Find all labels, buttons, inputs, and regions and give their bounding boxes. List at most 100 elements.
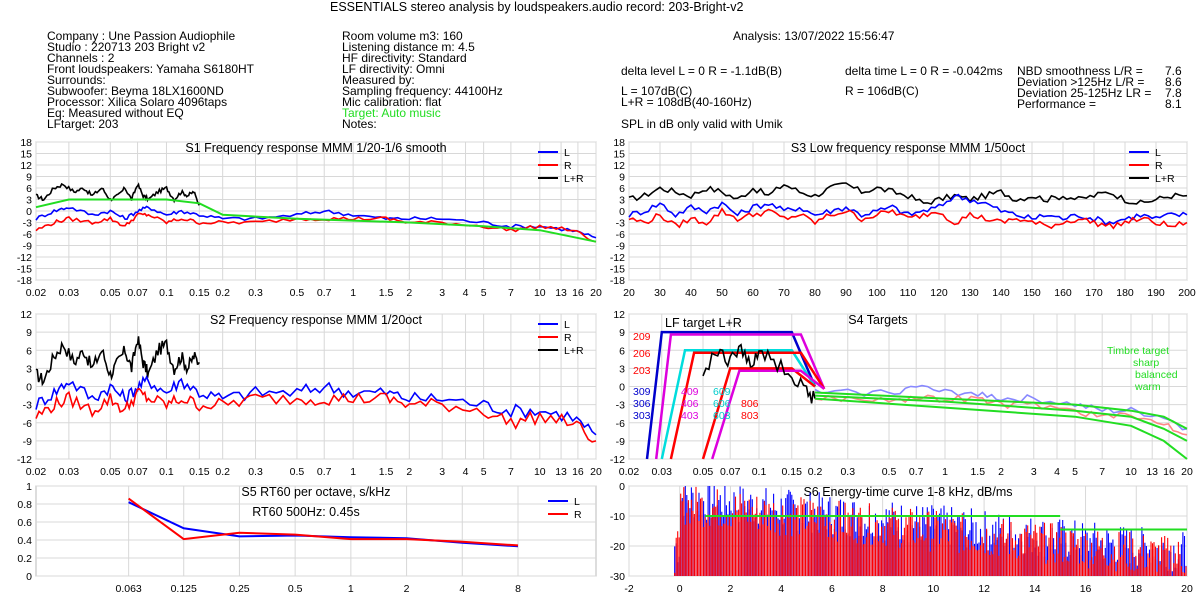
s4-xtick-19: 16 xyxy=(1163,466,1175,478)
s1-xtick-9: 0.7 xyxy=(317,287,332,299)
s3-ytick-3: 9 xyxy=(619,172,625,184)
s2-xtick-4: 0.1 xyxy=(159,466,174,478)
spl-l: L = 107dB(C) xyxy=(621,84,693,98)
s3-ytick-4: 6 xyxy=(619,183,625,195)
s1-xtick-10: 1 xyxy=(350,287,356,299)
s5-xtick-0: 0.063 xyxy=(115,583,141,595)
s4-ytick-2: 6 xyxy=(619,345,625,357)
nbd-value: 7.6 xyxy=(1165,64,1182,78)
s3-ytick-8: -6 xyxy=(616,229,625,241)
s2-xtick-15: 5 xyxy=(481,466,487,478)
s6-ytick-0: 0 xyxy=(619,481,625,493)
s1-xtick-18: 13 xyxy=(555,287,567,299)
s4-ytick-5: -3 xyxy=(616,400,625,412)
s4-target-3-b xyxy=(711,369,825,460)
info-mid-line-2: HF directivity: Standard xyxy=(342,51,467,65)
s4-xtick-9: 0.7 xyxy=(909,466,924,478)
s6-title: S6 Energy-time curve 1-8 kHz, dB/ms xyxy=(803,485,1012,499)
s2-legend-label-0: L xyxy=(564,319,570,331)
s3-xtick-18: 200 xyxy=(1178,287,1196,299)
s2-xtick-8: 0.5 xyxy=(290,466,305,478)
info-left-line-0: Company : Une Passion Audiophile xyxy=(47,29,236,43)
info-left-line-8: LFtarget: 203 xyxy=(47,117,119,131)
s6-xtick-10: 18 xyxy=(1130,583,1142,595)
s3-legend-label-1: R xyxy=(1155,160,1163,172)
s4-xtick-4: 0.1 xyxy=(752,466,767,478)
s4-ytick-6: -6 xyxy=(616,418,625,430)
s2-ytick-4: 0 xyxy=(26,382,32,394)
s4-xtick-7: 0.3 xyxy=(840,466,855,478)
info-left-line-6: Processor: Xilica Solaro 4096taps xyxy=(47,95,228,109)
spl-r: R = 106dB(C) xyxy=(845,84,919,98)
s4-code-806: 806 xyxy=(741,398,759,410)
s1-ytick-10: -12 xyxy=(17,252,32,264)
s4-code-606: 606 xyxy=(713,398,731,410)
s1-legend-label-0: L xyxy=(564,147,570,159)
s3-ytick-12: -18 xyxy=(610,275,625,287)
s1-series-lplusr xyxy=(35,182,200,206)
s6-xtick-7: 12 xyxy=(978,583,990,595)
delta-level: delta level L = 0 R = -1.1dB(B) xyxy=(621,64,782,78)
info-left-line-7: Eq: Measured without EQ xyxy=(47,106,184,120)
s5-legend-label-1: R xyxy=(574,509,582,521)
s4-timbre-warm xyxy=(814,397,1188,460)
s4-xtick-11: 1.5 xyxy=(970,466,985,478)
analysis-date: Analysis: 13/07/2022 15:56:47 xyxy=(733,29,895,43)
s4-xtick-13: 3 xyxy=(1031,466,1037,478)
s6-ytick-1: -10 xyxy=(610,511,625,523)
s2-legend-label-2: L+R xyxy=(564,345,584,357)
info-left-line-2: Channels : 2 xyxy=(47,51,115,65)
s6-ytick-3: -30 xyxy=(610,571,625,583)
s3-xtick-5: 70 xyxy=(778,287,790,299)
s1-xtick-8: 0.5 xyxy=(290,287,305,299)
s3-xtick-15: 170 xyxy=(1085,287,1103,299)
s4-xtick-17: 10 xyxy=(1125,466,1137,478)
info-mid-line-4: Measured by: xyxy=(342,73,415,87)
s1-xtick-6: 0.2 xyxy=(215,287,230,299)
s3-ytick-1: 15 xyxy=(613,149,625,161)
s4-code-609: 609 xyxy=(713,386,731,398)
s4-target-6-b xyxy=(669,351,826,460)
s2-xtick-20: 20 xyxy=(590,466,602,478)
s3-title: S3 Low frequency response MMM 1/50oct xyxy=(791,141,1026,155)
s1-ytick-6: 0 xyxy=(26,206,32,218)
info-mid: Room volume m3: 160 Listening distance m:… xyxy=(342,30,503,130)
s2-ytick-3: 3 xyxy=(26,363,32,375)
dev125-label: Deviation >125Hz L/R = xyxy=(1017,75,1145,89)
s1-xtick-5: 0.15 xyxy=(189,287,210,299)
s5-title: S5 RT60 per octave, s/kHz xyxy=(241,485,390,499)
s1-ytick-4: 6 xyxy=(26,183,32,195)
s4-code-406: 406 xyxy=(681,398,699,410)
s2-ytick-7: -9 xyxy=(23,436,32,448)
s4-timbre-label-2: balanced xyxy=(1135,369,1178,381)
s1-xtick-12: 2 xyxy=(406,287,412,299)
s2-ytick-8: -12 xyxy=(17,454,32,466)
s2-xtick-3: 0.07 xyxy=(127,466,148,478)
s2-xtick-13: 3 xyxy=(439,466,445,478)
s3-series-lplusr xyxy=(628,182,1188,205)
s3-xtick-6: 80 xyxy=(809,287,821,299)
s1-xtick-17: 10 xyxy=(534,287,546,299)
s2-series-r xyxy=(35,388,597,443)
s4-target-9-a xyxy=(645,330,817,460)
s1-xtick-2: 0.05 xyxy=(100,287,121,299)
info-left-line-5: Subwoofer: Beyma 18LX1600ND xyxy=(47,84,224,98)
s2-xtick-17: 10 xyxy=(534,466,546,478)
s4-code-306: 306 xyxy=(633,398,651,410)
s4-ytick-1: 9 xyxy=(619,327,625,339)
s1-series-l xyxy=(35,205,597,239)
s2-xtick-19: 16 xyxy=(572,466,584,478)
s4-code-803: 803 xyxy=(741,410,759,422)
s1-xtick-19: 16 xyxy=(572,287,584,299)
s5-xtick-7: 8 xyxy=(515,583,521,595)
info-mid-line-6: Mic calibration: flat xyxy=(342,95,442,109)
s3-ytick-0: 18 xyxy=(613,137,625,149)
s4-target-9-b xyxy=(654,333,826,460)
s1-ytick-9: -9 xyxy=(23,241,32,253)
s5-annotation: RT60 500Hz: 0.45s xyxy=(252,505,359,519)
s3-xtick-13: 150 xyxy=(1023,287,1041,299)
info-left: Company : Une Passion Audiophile Studio :… xyxy=(47,29,254,131)
s3-legend-label-2: L+R xyxy=(1155,173,1175,185)
s4-timbre-sharp xyxy=(814,391,1188,430)
s4-code-409: 409 xyxy=(681,386,699,398)
